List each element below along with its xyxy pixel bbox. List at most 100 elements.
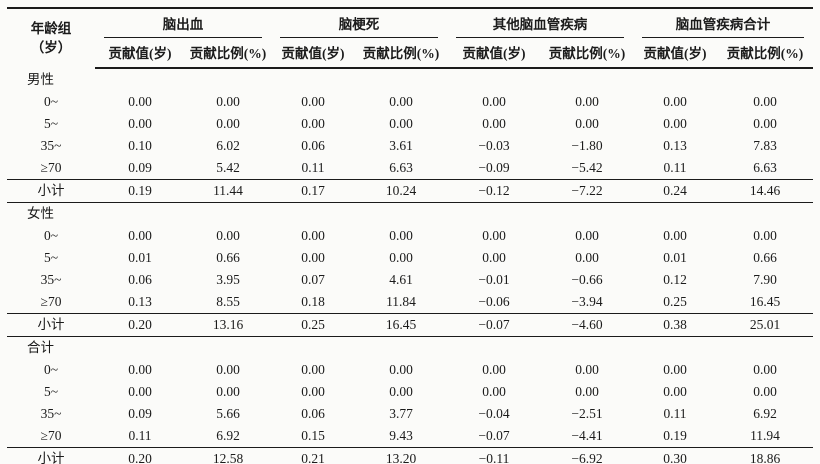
value-cell: 0.00 bbox=[128, 362, 152, 377]
value-cell: 6.92 bbox=[216, 428, 240, 443]
subheader-total-value: 贡献值(岁) bbox=[633, 38, 717, 69]
section-row: 女性 bbox=[7, 203, 813, 226]
section-row: 合计 bbox=[7, 337, 813, 360]
subtotal-value-cell: 25.01 bbox=[717, 313, 813, 337]
subtotal-value-cell: −7.22 bbox=[541, 179, 633, 203]
group-header-other-cerebrovascular: 其他脑血管疾病 bbox=[447, 8, 633, 38]
value-cell: 0.00 bbox=[216, 94, 240, 109]
value-cell: 0.11 bbox=[663, 406, 687, 421]
value-cell: 0.00 bbox=[301, 228, 325, 243]
table-row: 35~ 0.09 5.66 0.06 3.77 −0.04 −2.51 0.11 6.92 bbox=[7, 403, 813, 425]
age-cell: 0~ bbox=[43, 362, 59, 377]
value-cell: 0.00 bbox=[301, 362, 325, 377]
value-cell: 9.43 bbox=[389, 428, 413, 443]
value-cell: 0.00 bbox=[389, 94, 413, 109]
value-cell: 0.00 bbox=[575, 228, 599, 243]
value-cell: 0.18 bbox=[301, 294, 325, 309]
subtotal-value-cell: 0.20 bbox=[95, 447, 185, 464]
value-cell: 0.13 bbox=[663, 138, 687, 153]
value-cell: 0.00 bbox=[663, 362, 687, 377]
value-cell: 0.00 bbox=[753, 94, 777, 109]
value-cell: 0.00 bbox=[753, 362, 777, 377]
subtotal-label-cell: 小计 bbox=[7, 313, 95, 337]
value-cell: −4.41 bbox=[571, 428, 603, 443]
value-cell: 0.00 bbox=[301, 116, 325, 131]
value-cell: 6.02 bbox=[216, 138, 240, 153]
value-cell: 0.10 bbox=[128, 138, 152, 153]
subtotal-value-cell: 16.45 bbox=[355, 313, 447, 337]
group-header-row: 年龄组 （岁） 脑出血 脑梗死 其他脑血管疾病 脑血管疾病合计 bbox=[7, 8, 813, 55]
age-cell: 0~ bbox=[43, 94, 59, 109]
subtotal-value-cell: 13.20 bbox=[355, 447, 447, 464]
subtotal-value-cell: 13.16 bbox=[185, 313, 271, 337]
value-cell: 0.06 bbox=[301, 138, 325, 153]
age-group-header-line2: （岁） bbox=[30, 39, 72, 55]
table-header: 年龄组 （岁） 脑出血 脑梗死 其他脑血管疾病 脑血管疾病合计 贡献值(岁) bbox=[7, 8, 813, 69]
value-cell: 0.00 bbox=[128, 116, 152, 131]
subheader-hemorrhage-ratio: 贡献比例(%) bbox=[185, 38, 271, 69]
table-row: 5~ 0.00 0.00 0.00 0.00 0.00 0.00 0.00 0.00 bbox=[7, 381, 813, 403]
value-cell: 0.00 bbox=[301, 384, 325, 399]
value-cell: 0.00 bbox=[753, 384, 777, 399]
value-cell: 5.42 bbox=[216, 160, 240, 175]
value-cell: 0.00 bbox=[301, 94, 325, 109]
subtotal-value-cell: 0.25 bbox=[271, 313, 355, 337]
table-row: 0~ 0.00 0.00 0.00 0.00 0.00 0.00 0.00 0.00 bbox=[7, 91, 813, 113]
value-cell: −0.03 bbox=[478, 138, 510, 153]
value-cell: 0.00 bbox=[389, 116, 413, 131]
age-cell: 5~ bbox=[43, 116, 59, 131]
value-cell: −0.01 bbox=[478, 272, 510, 287]
value-cell: 0.15 bbox=[301, 428, 325, 443]
value-cell: 0.11 bbox=[663, 160, 687, 175]
value-cell: 0.00 bbox=[482, 362, 506, 377]
value-cell: 0.00 bbox=[663, 116, 687, 131]
section-label: 男性 bbox=[27, 72, 54, 87]
subheader-other-value: 贡献值(岁) bbox=[447, 38, 541, 69]
subtotal-label-cell: 小计 bbox=[7, 179, 95, 203]
value-cell: 0.00 bbox=[389, 228, 413, 243]
value-cell: 6.63 bbox=[753, 160, 777, 175]
age-group-header: 年龄组 （岁） bbox=[7, 8, 95, 68]
value-cell: 0.00 bbox=[128, 94, 152, 109]
value-cell: 8.55 bbox=[216, 294, 240, 309]
value-cell: 0.00 bbox=[663, 384, 687, 399]
value-cell: 0.01 bbox=[663, 250, 687, 265]
value-cell: 0.00 bbox=[128, 228, 152, 243]
value-cell: 0.00 bbox=[482, 94, 506, 109]
value-cell: −1.80 bbox=[571, 138, 603, 153]
table-row: 35~ 0.10 6.02 0.06 3.61 −0.03 −1.80 0.13 7.83 bbox=[7, 135, 813, 157]
value-cell: 0.07 bbox=[301, 272, 325, 287]
section-label: 合计 bbox=[27, 340, 54, 355]
value-cell: 0.00 bbox=[216, 228, 240, 243]
value-cell: 0.00 bbox=[575, 362, 599, 377]
table-row: ≥70 0.11 6.92 0.15 9.43 −0.07 −4.41 0.19 11.94 bbox=[7, 425, 813, 448]
value-cell: 7.83 bbox=[753, 138, 777, 153]
age-cell: 35~ bbox=[40, 406, 62, 421]
group-header-cerebral-hemorrhage-label: 脑出血 bbox=[104, 9, 262, 38]
table-row: ≥70 0.09 5.42 0.11 6.63 −0.09 −5.42 0.11 6.63 bbox=[7, 157, 813, 180]
table-row: 0~ 0.00 0.00 0.00 0.00 0.00 0.00 0.00 0.00 bbox=[7, 225, 813, 247]
value-cell: 0.25 bbox=[663, 294, 687, 309]
value-cell: 0.00 bbox=[389, 384, 413, 399]
table-body: 男性 0~ 0.00 0.00 0.00 0.00 0.00 0.00 0.00 0.00 5~ 0.… bbox=[7, 68, 813, 464]
value-cell: 0.12 bbox=[663, 272, 687, 287]
subheader-infarction-ratio: 贡献比例(%) bbox=[355, 38, 447, 69]
value-cell: 6.92 bbox=[753, 406, 777, 421]
value-cell: −0.66 bbox=[571, 272, 603, 287]
subtotal-value-cell: 0.24 bbox=[633, 179, 717, 203]
value-cell: 0.13 bbox=[128, 294, 152, 309]
age-cell: ≥70 bbox=[40, 428, 62, 443]
value-cell: −3.94 bbox=[571, 294, 603, 309]
age-cell: ≥70 bbox=[40, 160, 62, 175]
value-cell: 0.00 bbox=[663, 228, 687, 243]
subtotal-value-cell: 12.58 bbox=[185, 447, 271, 464]
table-row: 5~ 0.01 0.66 0.00 0.00 0.00 0.00 0.01 0.66 bbox=[7, 247, 813, 269]
age-cell: 0~ bbox=[43, 228, 59, 243]
subheader-hemorrhage-value: 贡献值(岁) bbox=[95, 38, 185, 69]
value-cell: 5.66 bbox=[216, 406, 240, 421]
value-cell: 0.06 bbox=[301, 406, 325, 421]
value-cell: 0.00 bbox=[216, 116, 240, 131]
subheader-total-ratio: 贡献比例(%) bbox=[717, 38, 813, 69]
value-cell: 0.11 bbox=[128, 428, 152, 443]
